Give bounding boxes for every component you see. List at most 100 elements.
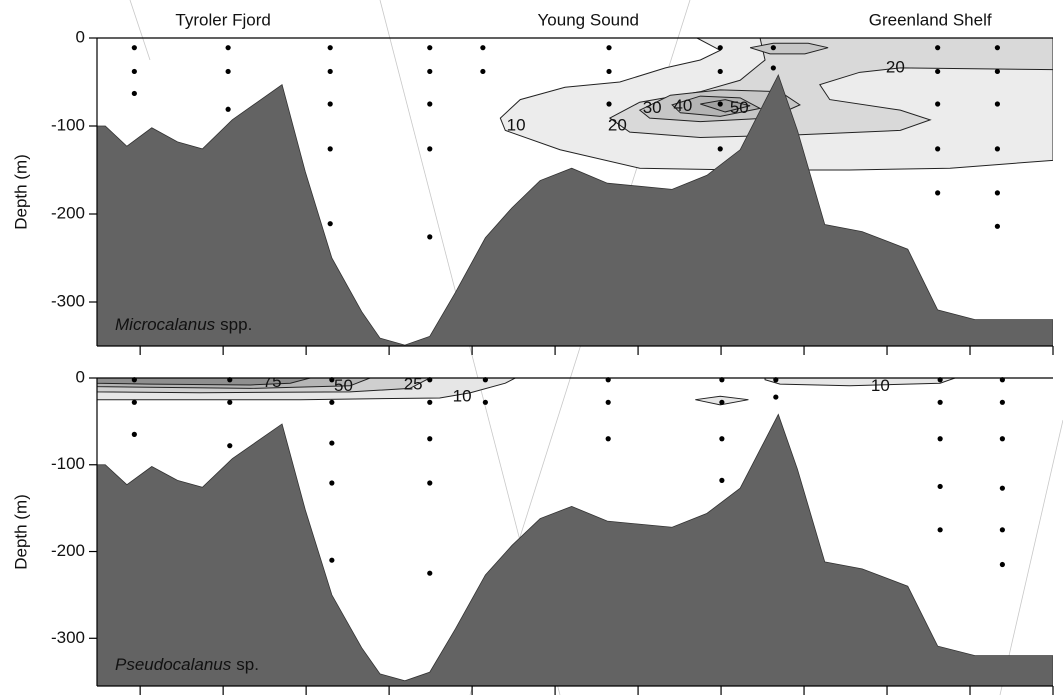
station-sample (935, 45, 941, 51)
contour (749, 42, 829, 55)
y-tick-label: -200 (51, 203, 85, 222)
station-sample (994, 146, 1000, 152)
contour-label: 50 (334, 376, 353, 395)
species-name: Microcalanus (115, 315, 216, 334)
station-sample (719, 477, 725, 483)
station-sample (719, 399, 725, 405)
station-sample (427, 436, 433, 442)
region-label: Tyroler Fjord (175, 10, 270, 29)
station-sample (773, 394, 779, 400)
station-sample (999, 436, 1005, 442)
station-sample (327, 146, 333, 152)
station-sample (131, 431, 137, 437)
y-tick-label: -200 (51, 541, 85, 560)
contour-label: 75 (263, 372, 282, 391)
station-sample (131, 399, 137, 405)
station-sample (329, 399, 335, 405)
station-sample (327, 68, 333, 75)
plot-area: 10 20 30 40 50 20 (97, 38, 1053, 346)
species-name: Pseudocalanus (115, 655, 232, 674)
station-sample (480, 45, 486, 51)
station-sample (605, 399, 611, 405)
species-label: Microcalanus spp. (115, 315, 252, 334)
y-tick-label: -300 (51, 291, 85, 310)
station-sample (770, 45, 776, 51)
station-sample (327, 101, 333, 107)
station-sample (427, 234, 433, 240)
station-sample (131, 68, 137, 75)
station-sample (131, 90, 137, 97)
station-sample (994, 68, 1000, 75)
contour-label: 50 (730, 98, 749, 117)
station-sample (327, 45, 333, 51)
contour-label: 20 (886, 57, 905, 76)
contour-label: 10 (871, 376, 890, 395)
station-sample (717, 45, 723, 51)
station-sample (427, 480, 433, 486)
station-sample (606, 45, 612, 51)
contour-label: 10 (453, 387, 472, 406)
contour-label: 40 (673, 96, 692, 115)
station-sample (131, 45, 137, 51)
station-sample (480, 68, 486, 75)
station-sample (427, 45, 433, 51)
station-sample (935, 101, 941, 107)
station-sample (994, 223, 1000, 229)
y-tick-label: -100 (51, 115, 85, 134)
station-sample (427, 101, 433, 107)
station-sample (999, 485, 1005, 491)
station-sample (427, 399, 433, 405)
station-sample (225, 68, 231, 75)
station-sample (937, 483, 943, 490)
contour-label: 25 (404, 374, 423, 393)
region-label: Greenland Shelf (869, 10, 992, 29)
contour (700, 99, 751, 113)
station-sample (717, 146, 723, 152)
region-label: Young Sound (538, 10, 639, 29)
station-sample (227, 399, 233, 405)
station-sample (937, 527, 943, 533)
bathymetry (97, 73, 1053, 346)
station-sample (605, 436, 611, 442)
bathymetry (97, 413, 1053, 686)
species-suffix: sp. (236, 655, 259, 674)
contour-label: 20 (608, 115, 627, 134)
station-sample (994, 190, 1000, 196)
background-line (999, 419, 1063, 695)
species-suffix: spp. (220, 315, 252, 334)
station-sample (427, 68, 433, 75)
station-sample (225, 45, 231, 51)
station-sample (935, 190, 941, 196)
station-sample (937, 399, 943, 405)
station-sample (994, 101, 1000, 107)
station-sample (770, 65, 776, 71)
station-sample (999, 399, 1005, 405)
station-sample (329, 557, 335, 563)
station-sample (225, 106, 231, 112)
y-tick-label: 0 (76, 27, 85, 46)
y-tick-label: -300 (51, 628, 85, 647)
contour (764, 378, 956, 387)
station-sample (994, 45, 1000, 51)
station-sample (427, 570, 433, 576)
y-axis-label: Depth (m) (11, 154, 30, 230)
y-axis-label: Depth (m) (11, 494, 30, 570)
station-sample (999, 527, 1005, 533)
y-tick-label: -100 (51, 454, 85, 473)
y-tick-label: 0 (76, 367, 85, 386)
station-sample (329, 440, 335, 446)
station-sample (329, 480, 335, 486)
station-sample (935, 146, 941, 152)
species-label: Pseudocalanus sp. (115, 655, 259, 674)
station-sample (937, 436, 943, 442)
station-sample (606, 68, 612, 75)
contour (97, 378, 311, 386)
station-sample (606, 101, 612, 107)
station-sample (717, 68, 723, 75)
station-sample (482, 399, 488, 405)
contour-label: 10 (507, 115, 526, 134)
station-sample (227, 443, 233, 449)
background-line (129, 0, 151, 61)
station-sample (427, 146, 433, 152)
